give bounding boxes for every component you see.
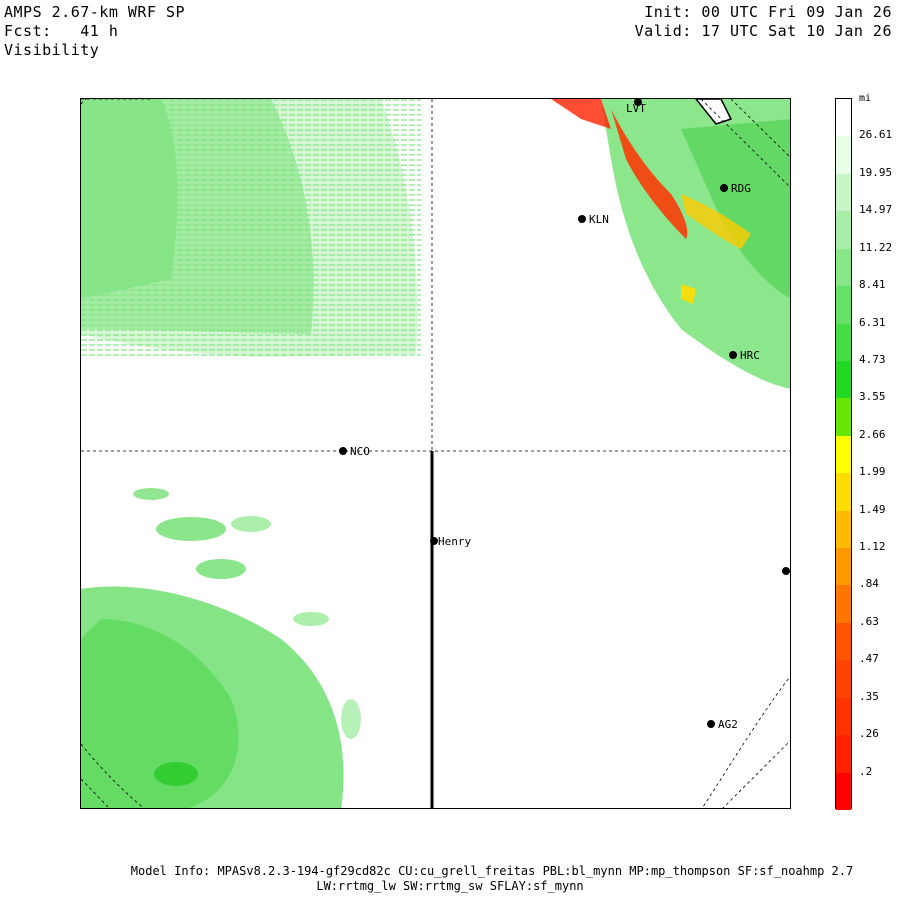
colorbar-segment bbox=[836, 323, 851, 362]
colorbar-segment bbox=[836, 360, 851, 399]
station-rdg[interactable]: RDG bbox=[720, 182, 751, 195]
visibility-field-upper-right bbox=[551, 99, 790, 389]
colorbar-tick-label: 26.61 bbox=[859, 128, 893, 142]
grid-lines bbox=[81, 99, 790, 808]
colorbar-segment bbox=[836, 473, 851, 512]
colorbar-segment bbox=[836, 622, 851, 661]
station-nco[interactable]: NCO bbox=[339, 445, 370, 458]
station-ag2[interactable]: AG2 bbox=[707, 718, 738, 731]
station-unlabeled[interactable] bbox=[782, 567, 790, 575]
colorbar-tick-label: .35 bbox=[859, 689, 879, 703]
colorbar-tick-label: 4.73 bbox=[859, 352, 886, 366]
colorbar-segment bbox=[836, 136, 851, 175]
station-label: KLN bbox=[589, 213, 609, 226]
header-right: Init: 00 UTC Fri 09 Jan 26 Valid: 17 UTC … bbox=[635, 3, 892, 41]
init-time: Init: 00 UTC Fri 09 Jan 26 bbox=[644, 3, 892, 21]
colorbar-segment bbox=[836, 772, 851, 811]
station-label: LVT bbox=[626, 102, 646, 115]
model-info-line2: LW:rrtmg_lw SW:rrtmg_sw SFLAY:sf_mynn bbox=[316, 879, 584, 893]
model-info-line1: Model Info: MPASv8.2.3-194-gf29cd82c CU:… bbox=[130, 864, 854, 878]
colorbar-segment bbox=[836, 248, 851, 287]
colorbar-tick-label: .63 bbox=[859, 614, 879, 628]
colorbar-segment bbox=[836, 398, 851, 437]
colorbar-segment bbox=[836, 286, 851, 324]
colorbar-tick-label: 14.97 bbox=[859, 203, 893, 217]
colorbar-tick-label: .2 bbox=[859, 764, 873, 778]
valid-time: Valid: 17 UTC Sat 10 Jan 26 bbox=[634, 22, 892, 40]
colorbar-tick-label: .84 bbox=[859, 577, 879, 591]
station-kln[interactable]: KLN bbox=[578, 213, 609, 226]
colorbar-segment bbox=[836, 173, 851, 212]
station-henry[interactable]: Henry bbox=[430, 535, 471, 548]
model-title: AMPS 2.67-km WRF SP bbox=[4, 3, 186, 21]
forecast-hour: Fcst: 41 h bbox=[4, 22, 119, 40]
colorbar-tick-label: 1.99 bbox=[859, 465, 886, 479]
colorbar-tick-label: 19.95 bbox=[859, 165, 893, 179]
field-name: Visibility bbox=[4, 41, 100, 59]
colorbar-tick-label: 11.22 bbox=[859, 240, 893, 254]
station-lvt[interactable]: LVT bbox=[626, 99, 646, 115]
footer: Model Info: MPASv8.2.3-194-gf29cd82c CU:… bbox=[0, 864, 900, 894]
colorbar-unit: mi bbox=[859, 93, 872, 104]
colorbar-segment bbox=[836, 660, 851, 699]
colorbar-tick-label: 1.12 bbox=[859, 540, 886, 554]
station-label: AG2 bbox=[718, 718, 738, 731]
colorbar-tick-label: 1.49 bbox=[859, 502, 886, 516]
visibility-field-upper-left bbox=[81, 99, 421, 359]
colorbar-segment bbox=[836, 211, 851, 250]
station-label: RDG bbox=[731, 182, 751, 195]
colorbar-segment bbox=[836, 735, 851, 774]
station-label: HRC bbox=[740, 349, 760, 362]
colorbar bbox=[835, 98, 852, 811]
colorbar-segment bbox=[836, 697, 851, 736]
colorbar-segment bbox=[836, 435, 851, 474]
header-left: AMPS 2.67-km WRF SP Fcst: 41 h Visibility bbox=[4, 3, 185, 60]
colorbar-tick-label: .26 bbox=[859, 727, 879, 741]
map-panel: LVT RDG KLN HRC NCO Henry AG2 bbox=[80, 98, 791, 809]
colorbar-segment bbox=[836, 585, 851, 624]
colorbar-segment bbox=[836, 510, 851, 549]
colorbar-tick-label: 3.55 bbox=[859, 390, 886, 404]
colorbar-segment bbox=[836, 99, 851, 137]
colorbar-tick-label: 8.41 bbox=[859, 278, 886, 292]
station-label: NCO bbox=[350, 445, 370, 458]
map-canvas: LVT RDG KLN HRC NCO Henry AG2 bbox=[81, 99, 790, 808]
station-hrc[interactable]: HRC bbox=[729, 349, 760, 362]
station-label: Henry bbox=[438, 535, 471, 548]
colorbar-tick-label: 2.66 bbox=[859, 427, 886, 441]
visibility-field-lower-left bbox=[81, 488, 361, 808]
colorbar-tick-label: 6.31 bbox=[859, 315, 886, 329]
colorbar-segment bbox=[836, 548, 851, 586]
colorbar-tick-label: .47 bbox=[859, 652, 879, 666]
station-markers: LVT RDG KLN HRC NCO Henry AG2 bbox=[339, 99, 790, 731]
